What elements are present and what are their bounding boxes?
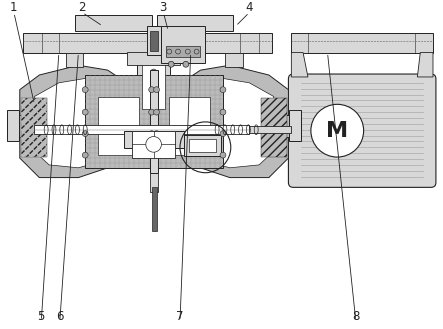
Bar xyxy=(189,139,216,152)
Bar xyxy=(132,131,175,158)
Circle shape xyxy=(185,49,190,54)
Circle shape xyxy=(82,152,88,158)
Circle shape xyxy=(220,152,226,158)
Circle shape xyxy=(149,152,155,158)
Bar xyxy=(35,125,249,134)
Bar xyxy=(150,70,159,173)
Polygon shape xyxy=(193,78,274,168)
Circle shape xyxy=(154,109,159,115)
Bar xyxy=(124,131,184,148)
Bar xyxy=(75,15,152,31)
Circle shape xyxy=(183,61,189,67)
Circle shape xyxy=(220,109,226,115)
Circle shape xyxy=(175,49,180,54)
Circle shape xyxy=(154,87,159,92)
Bar xyxy=(7,110,19,141)
Bar xyxy=(150,143,159,192)
Bar xyxy=(147,26,161,56)
Circle shape xyxy=(149,131,155,137)
Bar xyxy=(137,53,170,116)
Bar xyxy=(98,96,139,155)
Text: 7: 7 xyxy=(176,310,183,323)
Circle shape xyxy=(149,109,155,115)
Bar xyxy=(291,33,433,53)
Bar xyxy=(261,98,288,157)
Circle shape xyxy=(220,131,226,137)
Bar xyxy=(156,75,223,168)
Circle shape xyxy=(82,87,88,92)
FancyBboxPatch shape xyxy=(288,74,436,187)
Polygon shape xyxy=(417,53,433,77)
Bar xyxy=(7,115,35,137)
Circle shape xyxy=(151,98,156,104)
Circle shape xyxy=(82,131,88,137)
Bar xyxy=(247,126,291,133)
Bar xyxy=(21,98,47,157)
Polygon shape xyxy=(35,78,116,168)
Text: 1: 1 xyxy=(10,1,18,14)
Bar xyxy=(184,135,221,156)
Bar xyxy=(85,75,152,168)
Bar xyxy=(21,98,47,157)
Circle shape xyxy=(168,61,174,67)
Bar xyxy=(274,115,301,137)
Circle shape xyxy=(146,137,161,152)
Circle shape xyxy=(154,152,159,158)
Bar xyxy=(166,46,201,58)
Text: 8: 8 xyxy=(352,310,359,323)
Bar xyxy=(225,53,242,67)
Bar xyxy=(161,26,206,63)
Text: M: M xyxy=(326,121,348,141)
Text: 2: 2 xyxy=(78,1,86,14)
Bar xyxy=(142,60,165,109)
Bar xyxy=(66,53,83,67)
Circle shape xyxy=(311,104,364,157)
Bar xyxy=(156,15,233,31)
Circle shape xyxy=(194,49,199,54)
Text: 3: 3 xyxy=(159,1,167,14)
Text: 6: 6 xyxy=(56,310,63,323)
Bar xyxy=(127,52,180,65)
Circle shape xyxy=(220,87,226,92)
Text: 4: 4 xyxy=(245,1,253,14)
Circle shape xyxy=(82,109,88,115)
Polygon shape xyxy=(291,53,308,77)
Circle shape xyxy=(149,87,155,92)
Text: 5: 5 xyxy=(37,310,45,323)
Bar xyxy=(23,33,272,53)
Circle shape xyxy=(154,131,159,137)
Bar xyxy=(152,187,156,231)
Circle shape xyxy=(167,49,172,54)
Polygon shape xyxy=(186,65,288,178)
Bar xyxy=(289,110,301,141)
Circle shape xyxy=(151,69,156,75)
Circle shape xyxy=(151,84,156,90)
Bar xyxy=(169,96,210,155)
Polygon shape xyxy=(20,65,122,178)
Bar xyxy=(150,31,159,51)
